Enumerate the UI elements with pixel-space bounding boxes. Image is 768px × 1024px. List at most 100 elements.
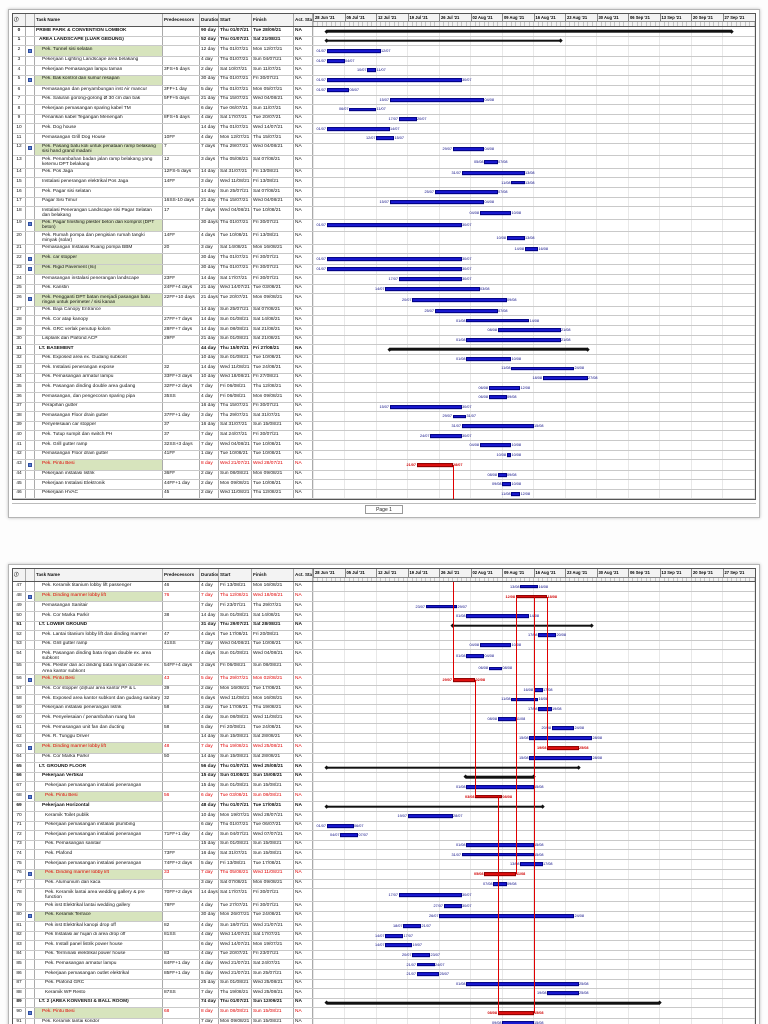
critical-task-bar: 08/08 15/08	[487, 1011, 543, 1015]
task-duration: 14 day	[200, 306, 219, 316]
task-finish: Sun 15/08/21	[252, 1018, 294, 1024]
bar-start-label: 04/08	[469, 443, 479, 448]
task-indicator	[26, 704, 35, 714]
task-row: 29 Pek. GRC verlak penutup kolom 28FF+7 da…	[13, 325, 755, 336]
task-start: Thu 15/07/21	[219, 402, 252, 412]
task-act-start: NA	[294, 831, 313, 840]
task-duration: 3 day	[200, 178, 219, 187]
task-indicator	[26, 207, 35, 219]
timeline-cell: 04/08 10/08	[313, 207, 755, 219]
task-id: 49	[13, 602, 26, 611]
bar-start-label: 15/08	[518, 755, 529, 760]
task-start: Tue 03/08/21	[219, 792, 252, 802]
task-act-start: NA	[294, 662, 313, 675]
bar-finish-label: 06/07	[354, 823, 364, 828]
bar-start-label: 12/07	[365, 136, 376, 141]
task-predecessors	[163, 1018, 200, 1024]
bar-start-label: 29/07	[442, 147, 452, 152]
task-finish: Sat 07/08/21	[252, 187, 294, 197]
timeline-week-label: 30 Aug '21	[596, 14, 629, 22]
task-start: Sat 17/07/21	[219, 275, 252, 284]
bar-finish-label: 28/08	[592, 755, 603, 760]
task-indicator	[26, 611, 35, 621]
timeline-cell: 15/07 30/07	[313, 402, 755, 412]
task-act-start: NA	[294, 811, 313, 821]
task-indicator	[26, 941, 35, 950]
task-row: 57 Pek. Cor stopper (di)luar area kantor …	[13, 685, 755, 696]
timeline-week-label: 27 Sep '21	[722, 14, 755, 22]
task-row: 54 Pek. Pasangan dinding bata ringan doub…	[13, 650, 755, 663]
task-name: Pek. Tutup sumpit dan switch PH	[35, 431, 163, 441]
task-id: 55	[13, 662, 26, 675]
bar-finish-label: 30/07	[462, 277, 472, 282]
task-start: Mon 19/07/21	[219, 811, 252, 821]
task-predecessors: 37FF+1 day	[163, 412, 200, 421]
timeline-week-label: 02 Aug '21	[470, 14, 503, 22]
task-name: Pekerjaan Instalasi Elektronik	[35, 480, 163, 489]
task-name: Pek. Instalasi penerangan expose	[35, 364, 163, 373]
task-duration: 2 day	[200, 685, 219, 695]
task-indicator	[26, 143, 35, 156]
task-start: Thu 01/07/21	[219, 254, 252, 264]
timeline-cell: 25/07 07/08	[313, 306, 755, 316]
timeline-week-label: 23 Aug '21	[565, 14, 597, 22]
task-predecessors: 82	[163, 921, 200, 931]
task-predecessors: 8FS+5 days	[163, 114, 200, 124]
task-finish: Sun 25/07/21	[252, 969, 294, 979]
task-id: 23	[13, 264, 26, 274]
task-indicator	[26, 1008, 35, 1018]
calendar-icon	[28, 48, 32, 53]
task-row: 56 Pek. Pintu Besi 43 5 day Thu 29/07/21 Mon …	[13, 675, 755, 686]
timeline-week-label: 27 Sep '21	[722, 569, 755, 577]
task-name: Pekerjaan instalasi penerangan listrik	[35, 704, 163, 714]
task-duration: 1 day	[200, 450, 219, 460]
task-bar: 01/07 12/07	[316, 49, 390, 53]
task-duration: 21 day	[200, 95, 219, 105]
bar-finish-label: 21/07	[421, 924, 432, 929]
task-finish: Wed 11/08/21	[252, 869, 294, 879]
task-predecessors: 50	[163, 753, 200, 763]
timeline-cell: 17/07 30/07	[313, 275, 755, 284]
task-row: 5 Pek. Bak kontrol dan sumur resapan 30 da…	[13, 75, 755, 87]
task-finish: Sat 21/08/21	[252, 335, 294, 345]
bar-finish-label: 14/08	[529, 318, 540, 323]
task-predecessors: 5FF+5 days	[163, 95, 200, 105]
task-duration: 16 day	[200, 421, 219, 431]
task-name: Pek. Cor Marka Parkir	[35, 753, 163, 763]
task-duration: 30 day	[200, 911, 219, 921]
task-duration: 7 day	[200, 431, 219, 441]
bar-finish-label: 15/08	[534, 852, 544, 857]
task-indicator	[26, 802, 35, 811]
task-indicator	[26, 450, 35, 460]
task-finish: Fri 30/07/21	[252, 275, 294, 284]
task-bar: 18/07 21/07	[393, 924, 431, 928]
task-name: Pek. Pintu Besi	[35, 1008, 163, 1018]
task-start: Thu 29/07/21	[219, 675, 252, 685]
task-act-start: NA	[294, 383, 313, 393]
task-bar: 01/07 14/07	[316, 127, 399, 131]
task-start: Sun 18/07/21	[219, 921, 252, 931]
bar-start-label: 10/08	[496, 235, 506, 240]
task-id: 62	[13, 733, 26, 743]
task-act-start: NA	[294, 441, 313, 450]
task-row: 47 Pek. Keramik titanium lobby lift passe…	[13, 582, 755, 592]
task-indicator	[26, 869, 35, 879]
task-indicator	[26, 811, 35, 821]
task-finish: Sun 15/08/21	[252, 840, 294, 850]
task-start: Fri 06/08/21	[219, 393, 252, 402]
task-indicator	[26, 75, 35, 86]
task-row: 65 LT. GROUND FLOOR 56 day Thu 01/07/21 Wed …	[13, 763, 755, 773]
task-predecessors: 39	[163, 685, 200, 695]
bar-start-label: 01/08	[455, 784, 466, 789]
bar-start-label: 14/07	[374, 933, 385, 938]
task-finish: Wed 21/07/21	[252, 921, 294, 931]
task-act-start: NA	[294, 931, 313, 941]
task-row: 40 Pek. Tutup sumpit dan switch PH 37 7 day…	[13, 431, 755, 442]
task-duration: 4 day	[200, 582, 219, 591]
task-finish: Wed 11/08/21	[252, 714, 294, 724]
task-id: 37	[13, 402, 26, 412]
task-rows: 0 PRIME PARK & CONVENTION LOMBOK 90 day Thu…	[13, 27, 755, 500]
timeline-cell: 06/08 09/08	[313, 393, 755, 402]
task-bar: 10/07 11/07	[357, 68, 386, 72]
task-finish: Wed 14/07/21	[252, 124, 294, 134]
